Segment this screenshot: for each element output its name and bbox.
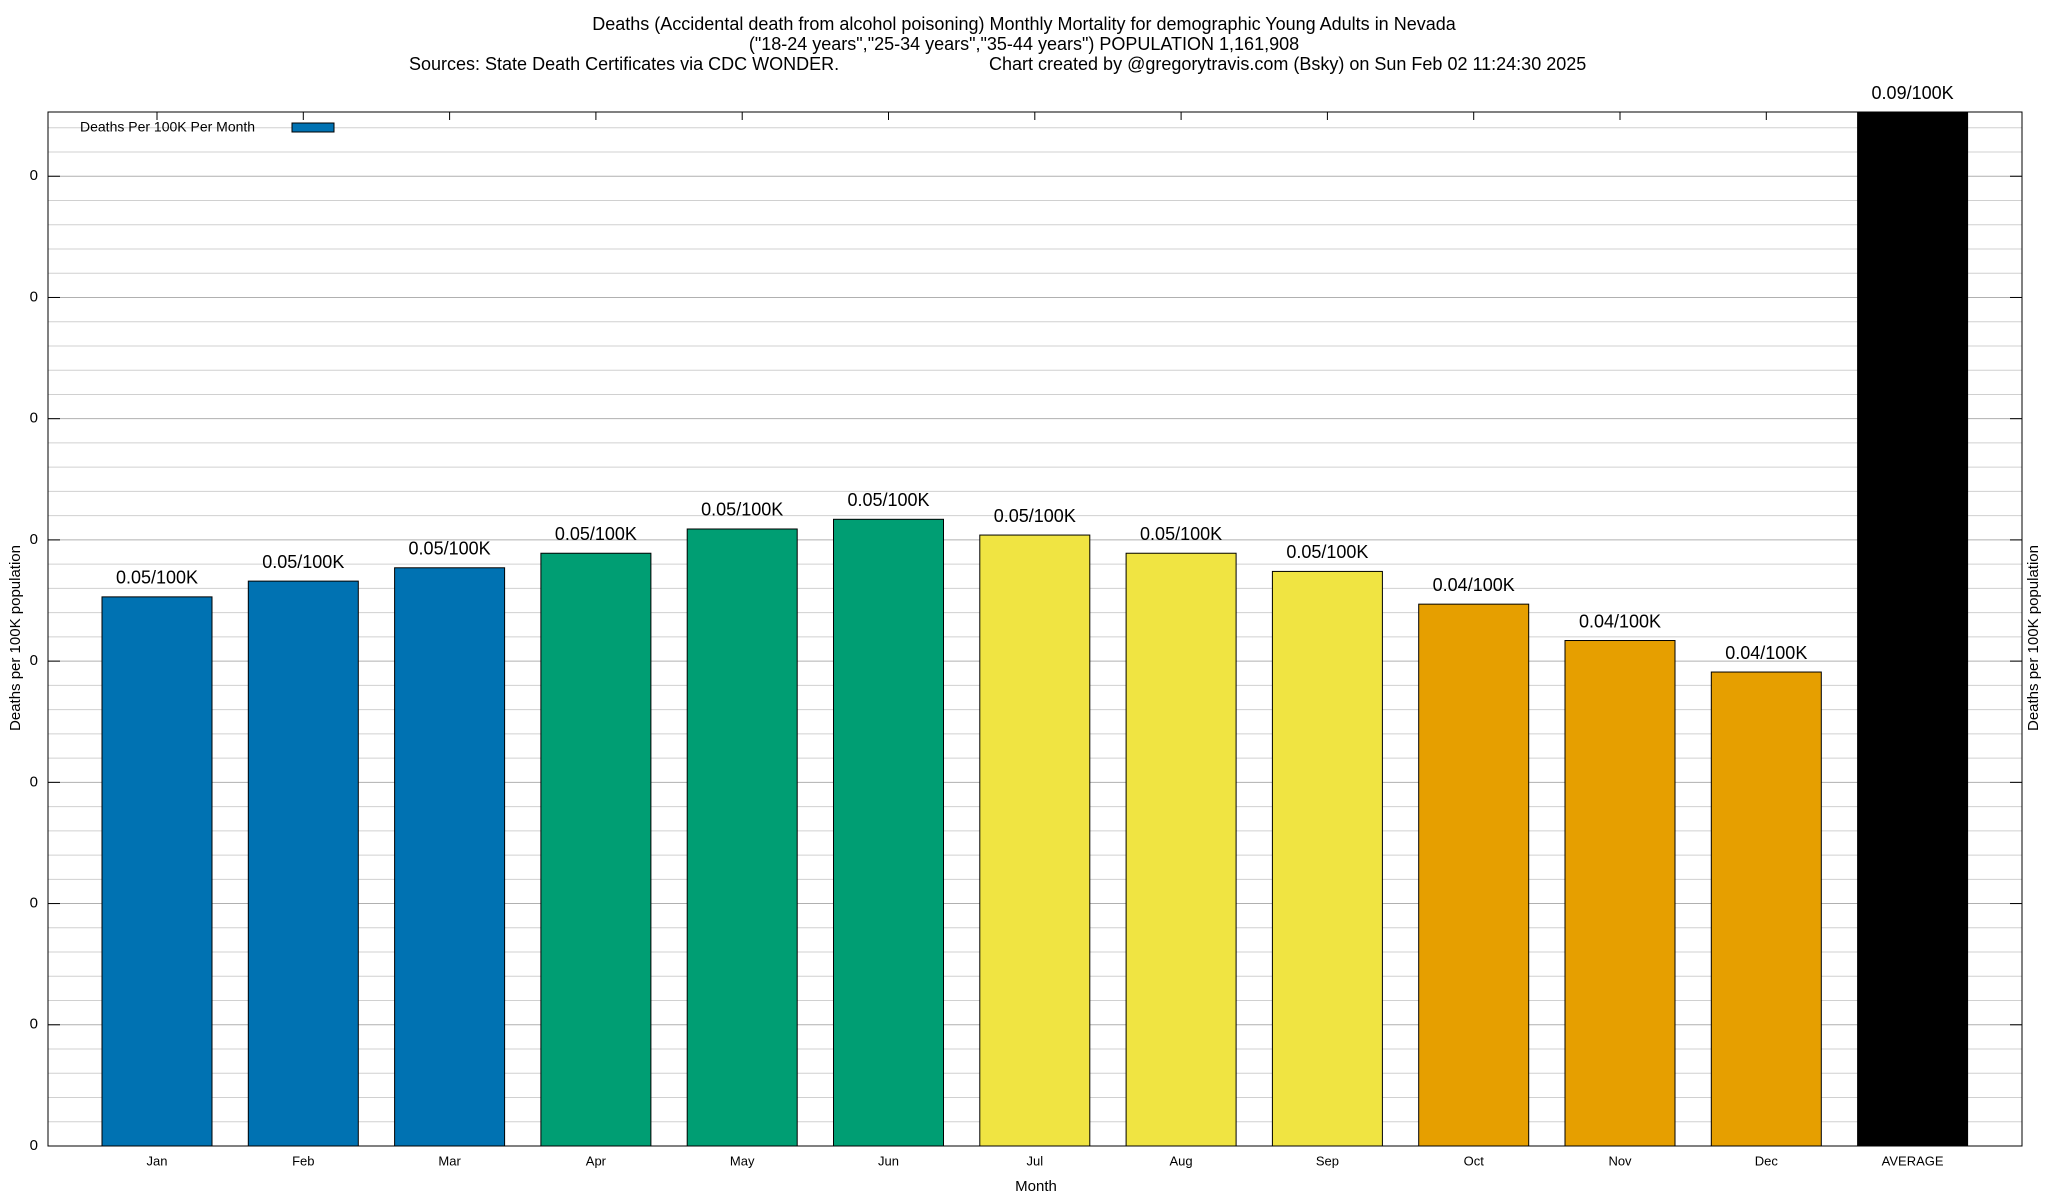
value-label: 0.04/100K [1579,611,1661,631]
chart-subtitle: ("18-24 years","25-34 years","35-44 year… [749,34,1299,54]
x-tick-label: AVERAGE [1882,1153,1944,1168]
x-tick-label: Nov [1608,1153,1632,1168]
bar [1857,112,1969,1146]
bar [101,596,213,1146]
y-tick-label: 0 [30,1016,38,1033]
legend-label: Deaths Per 100K Per Month [80,119,255,135]
value-label: 0.04/100K [1725,643,1807,663]
x-tick-label: Apr [586,1153,607,1168]
x-tick-label: Sep [1316,1153,1339,1168]
value-label: 0.05/100K [994,506,1076,526]
bar [1418,603,1530,1146]
value-label: 0.05/100K [701,500,783,520]
chart-credit: Chart created by @gregorytravis.com (Bsk… [989,54,1586,74]
value-label: 0.04/100K [1433,575,1515,595]
value-label: 0.05/100K [116,568,198,588]
value-label: 0.09/100K [1872,83,1954,103]
y-tick-label: 0 [30,1137,38,1154]
x-axis-label: Month [1015,1178,1057,1195]
x-tick-label: Jan [147,1153,168,1168]
x-tick-label: Jun [878,1153,899,1168]
y2-axis-label: Deaths per 100K population [2025,545,2042,731]
plot-border [47,111,2023,1147]
y-tick-label: 0 [30,288,38,305]
legend-swatch [291,122,335,133]
bar [686,528,798,1146]
bar [833,518,944,1146]
y-tick-label: 0 [30,773,38,790]
bar [394,567,506,1146]
value-label: 0.05/100K [409,539,491,559]
chart-source: Sources: State Death Certificates via CD… [409,54,839,74]
y-tick-label: 0 [30,531,38,548]
y-tick-label: 0 [30,652,38,669]
value-label: 0.05/100K [847,490,929,510]
value-label: 0.05/100K [1140,524,1222,544]
chart-title: Deaths (Accidental death from alcohol po… [592,14,1456,34]
bar [247,580,359,1146]
x-tick-label: Mar [438,1153,461,1168]
bar [979,534,1091,1146]
bar [1710,671,1822,1146]
bar [540,552,652,1146]
y-tick-label: 0 [30,410,38,427]
y-axis-label: Deaths per 100K population [7,545,24,731]
value-label: 0.05/100K [262,552,344,572]
value-label: 0.05/100K [555,524,637,544]
x-tick-label: Jul [1026,1153,1043,1168]
y-tick-label: 0 [30,895,38,912]
x-tick-label: Dec [1755,1153,1779,1168]
bar [1564,640,1676,1146]
x-tick-label: May [730,1153,755,1168]
x-tick-label: Feb [292,1153,314,1168]
x-tick-label: Oct [1464,1153,1485,1168]
value-label: 0.05/100K [1286,542,1368,562]
bar [1125,552,1237,1146]
bar [1271,570,1383,1146]
x-tick-label: Aug [1170,1153,1193,1168]
y-tick-label: 0 [30,167,38,184]
